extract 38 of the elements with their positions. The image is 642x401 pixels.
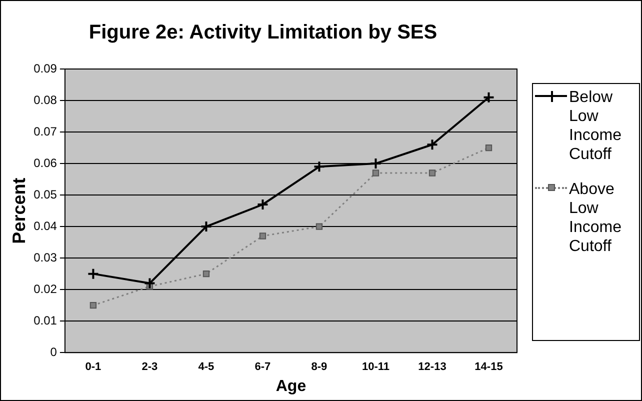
x-tick-label: 0-1 [85,361,102,374]
y-tick-label: 0.06 [34,156,58,170]
x-tick-label: 12-13 [418,361,446,374]
chart-title: Figure 2e: Activity Limitation by SES [88,22,438,44]
point [144,277,156,290]
point [87,268,100,280]
point [370,158,382,170]
legend-label: Below Low Income Cutoff [569,88,622,164]
x-tick-label: 2-3 [142,361,158,374]
point [482,91,495,104]
point [426,138,438,151]
y-axis-title: Percent [8,178,29,244]
point [90,302,97,309]
y-tick-label: 0.09 [34,61,58,76]
x-tick-label: 6-7 [254,361,271,374]
point [316,223,323,230]
y-tick-label: 0.08 [34,92,58,107]
point [313,160,326,173]
x-tick-label: 10-11 [362,361,390,374]
x-tick-label: 14-15 [474,361,503,374]
y-tick-label: 0.04 [34,218,58,233]
x-tick-label: 4-5 [198,361,214,374]
legend-label: Above Low Income Cutoff [569,180,622,256]
point [202,270,210,278]
point [259,232,266,240]
x-tick-label: 8-9 [311,361,328,374]
y-tick-label: 0.05 [34,187,58,202]
x-axis-title: Age [276,378,306,395]
point [200,220,212,233]
point [372,170,380,176]
y-tick-label: 0.01 [34,313,58,328]
point [428,170,436,176]
y-tick-label: 0.07 [34,124,58,138]
point [256,198,269,210]
y-tick-label: 0.02 [34,282,58,296]
text: 0 [50,344,57,359]
y-tick-label: 0.03 [34,250,58,264]
point [485,144,492,152]
